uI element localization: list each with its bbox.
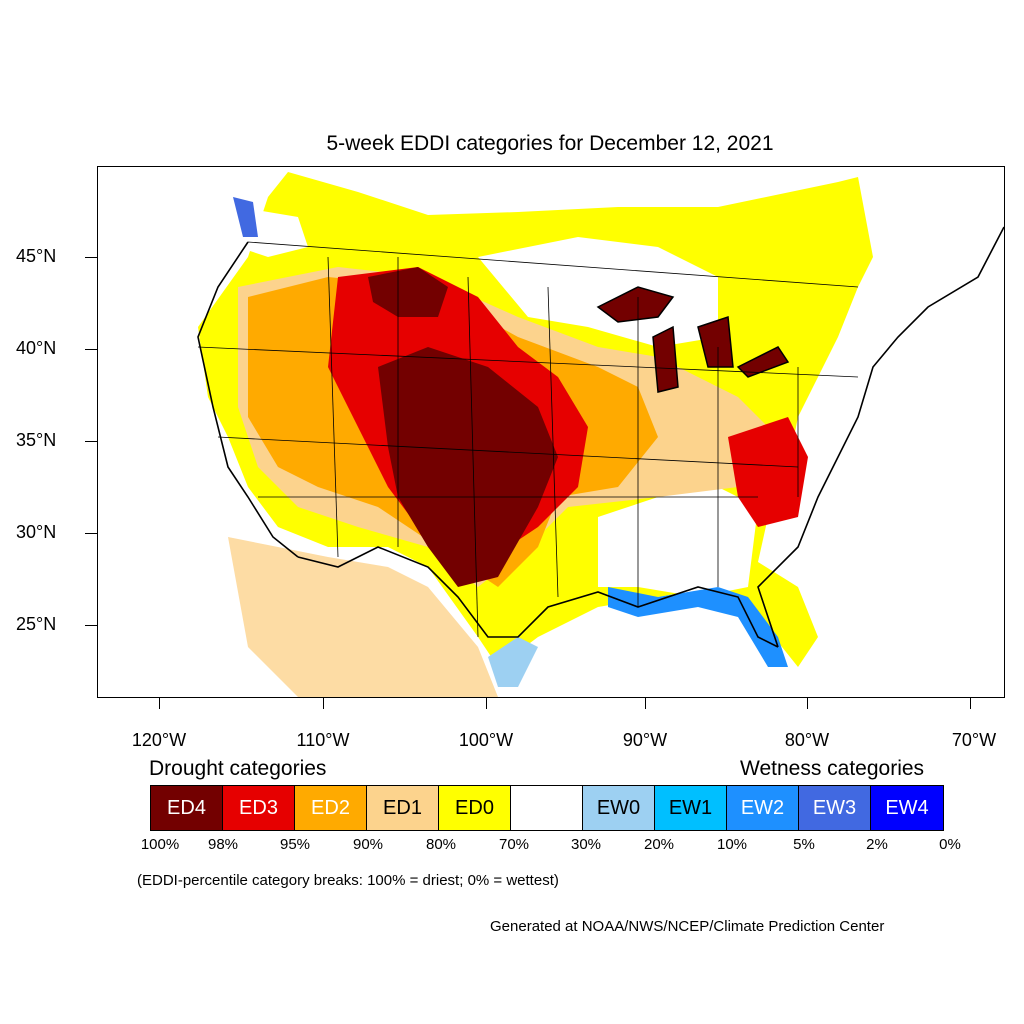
state-boundaries — [197, 241, 859, 638]
percentile-label: 30% — [570, 836, 602, 853]
legend-box-no-signal — [511, 786, 583, 830]
ytick-label-45n: 45°N — [16, 246, 57, 266]
percentile-label: 20% — [643, 836, 675, 853]
map-title: 5-week EDDI categories for December 12, … — [326, 132, 774, 155]
mexico-land — [228, 537, 498, 697]
credit-line: Generated at NOAA/NWS/NCEP/Climate Predi… — [490, 918, 885, 935]
xtick-mark-70w — [970, 697, 971, 709]
ed3-southeast — [728, 417, 808, 527]
ytick-mark-35n — [85, 441, 97, 442]
ytick-label-40n: 40°N — [16, 338, 57, 358]
percentile-label: 98% — [207, 836, 239, 853]
percentile-label: 2% — [866, 836, 888, 853]
percentile-label: 90% — [352, 836, 384, 853]
category-legend-bar: ED4 ED3 ED2 ED1 ED0 EW0 EW1 EW2 EW3 EW4 — [150, 785, 944, 831]
ew-texas-coast — [488, 637, 538, 687]
conus-map — [197, 172, 1004, 697]
legend-box-ew1: EW1 — [655, 786, 727, 830]
category-break-note: (EDDI-percentile category breaks: 100% =… — [137, 872, 559, 889]
ed4-montana — [368, 267, 448, 317]
xtick-label-90w: 90°W — [622, 730, 668, 750]
white-patch-ne — [478, 237, 718, 347]
great-lakes — [596, 286, 790, 393]
ed4-core — [378, 347, 558, 587]
xtick-label-110w: 110°W — [296, 730, 350, 750]
percentile-label: 100% — [140, 836, 180, 853]
ew-pnw — [233, 197, 258, 237]
xtick-label-100w: 100°W — [458, 730, 514, 750]
percentile-label: 10% — [716, 836, 748, 853]
percentile-label: 0% — [939, 836, 961, 853]
ytick-mark-30n — [85, 533, 97, 534]
ytick-label-30n: 30°N — [16, 522, 57, 542]
legend-box-ew0: EW0 — [583, 786, 655, 830]
ytick-label-35n: 35°N — [16, 430, 57, 450]
xtick-label-80w: 80°W — [784, 730, 830, 750]
wetness-categories-heading: Wetness categories — [740, 757, 925, 780]
legend-box-ew4: EW4 — [871, 786, 943, 830]
legend-box-ew2: EW2 — [727, 786, 799, 830]
map-plot-area — [97, 166, 1005, 698]
percentile-label: 70% — [498, 836, 530, 853]
xtick-label-120w: 120°W — [131, 730, 187, 750]
legend-box-ew3: EW3 — [799, 786, 871, 830]
ytick-mark-40n — [85, 349, 97, 350]
percentile-label: 95% — [279, 836, 311, 853]
legend-box-ed0: ED0 — [439, 786, 511, 830]
percentile-label: 5% — [793, 836, 815, 853]
xtick-mark-100w — [486, 697, 487, 709]
drought-categories-heading: Drought categories — [149, 757, 327, 780]
xtick-mark-110w — [323, 697, 324, 709]
ytick-mark-25n — [85, 625, 97, 626]
xtick-mark-90w — [645, 697, 646, 709]
legend-box-ed4: ED4 — [151, 786, 223, 830]
legend-box-ed1: ED1 — [367, 786, 439, 830]
legend-box-ed3: ED3 — [223, 786, 295, 830]
percentile-label: 80% — [425, 836, 457, 853]
xtick-mark-120w — [159, 697, 160, 709]
xtick-label-70w: 70°W — [951, 730, 997, 750]
xtick-mark-80w — [807, 697, 808, 709]
ytick-label-25n: 25°N — [16, 614, 57, 634]
ytick-mark-45n — [85, 257, 97, 258]
legend-box-ed2: ED2 — [295, 786, 367, 830]
